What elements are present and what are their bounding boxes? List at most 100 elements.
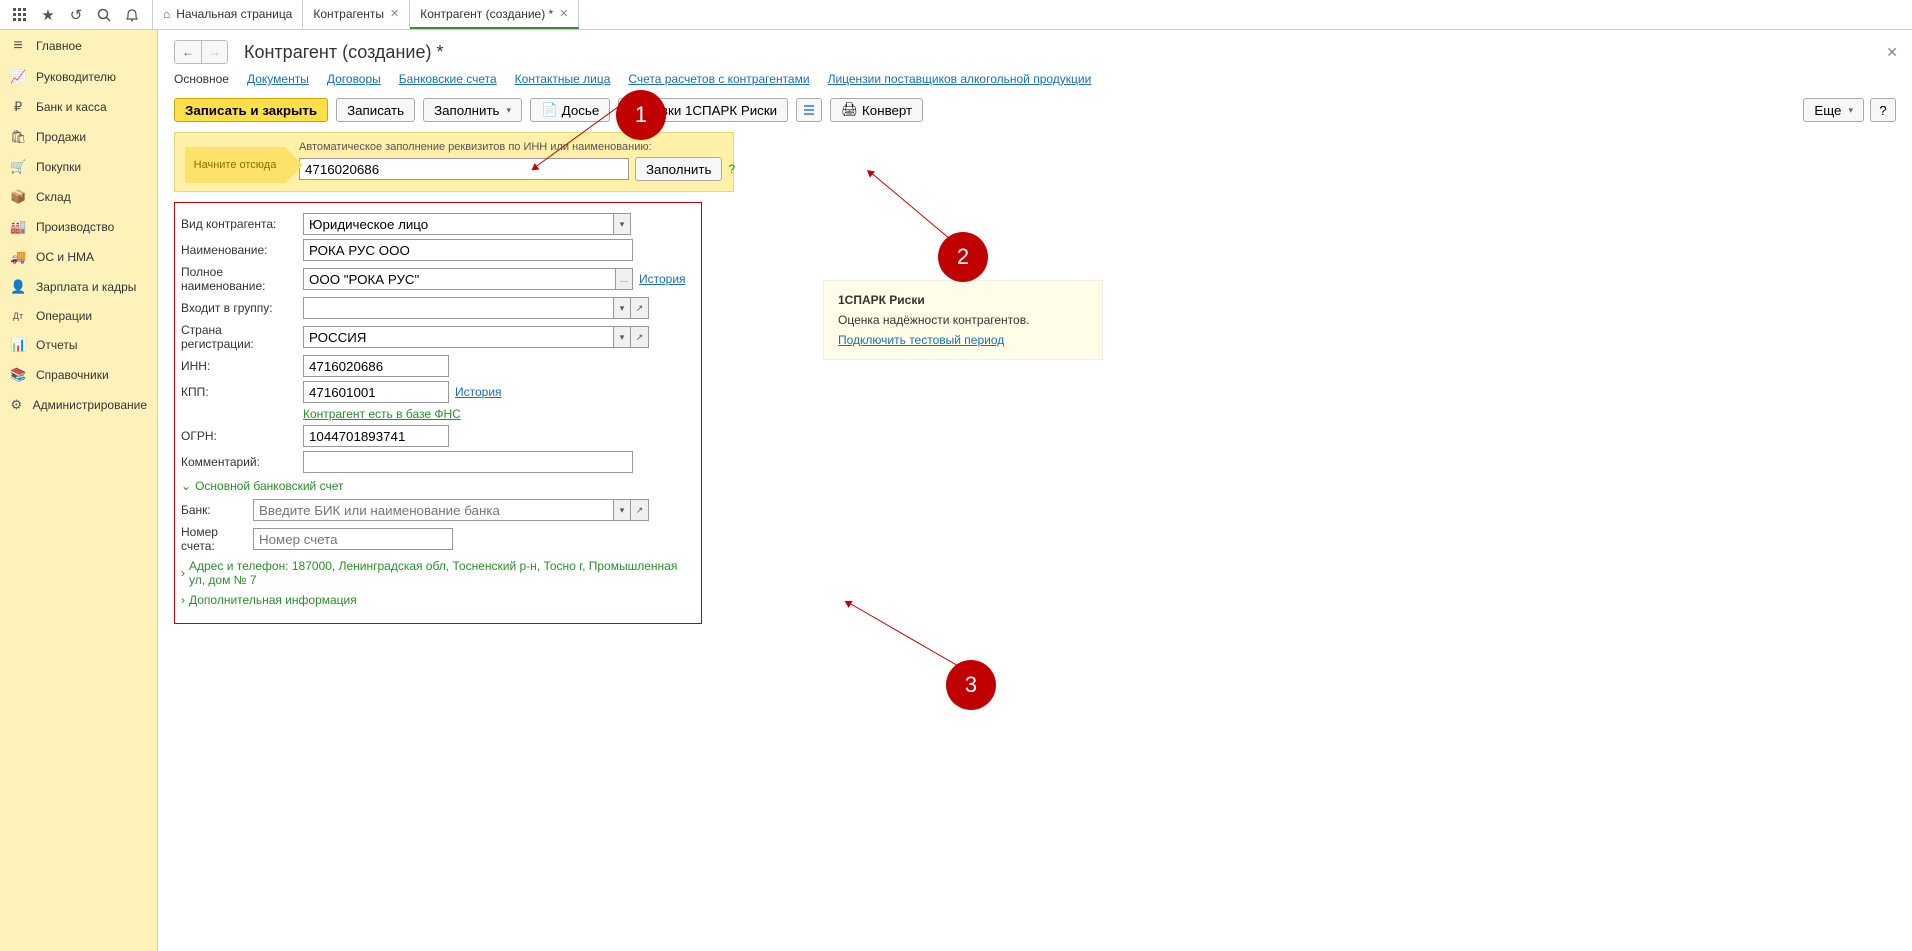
dropdown-icon[interactable]: ▾ <box>613 213 631 235</box>
sidebar-item-sales[interactable]: 🛍Продажи <box>0 122 157 152</box>
sidebar-item-operations[interactable]: ДтОперации <box>0 302 157 330</box>
subnav-contacts[interactable]: Контактные лица <box>515 72 611 86</box>
dropdown-icon[interactable]: ▾ <box>613 297 631 319</box>
annotation-3: 3 <box>946 660 996 710</box>
nav-back-button[interactable]: ← <box>175 41 201 63</box>
comment-label: Комментарий: <box>181 455 297 469</box>
tab-label: Начальная страница <box>176 7 292 21</box>
fullname-input[interactable] <box>303 268 615 290</box>
name-input[interactable] <box>303 239 633 261</box>
dossier-button[interactable]: 📄Досье <box>530 98 610 122</box>
envelope-button[interactable]: 🖨Конверт <box>830 98 923 122</box>
bank-input[interactable] <box>253 499 613 521</box>
save-close-button[interactable]: Записать и закрыть <box>174 98 328 122</box>
toolbar-icons: ★ ↺ <box>0 0 153 29</box>
tab-contractor-create[interactable]: Контрагент (создание) * ✕ <box>410 0 579 29</box>
sidebar-item-bank[interactable]: ₽Банк и касса <box>0 92 157 122</box>
sidebar-item-salary[interactable]: 👤Зарплата и кадры <box>0 272 157 302</box>
subnav-licenses[interactable]: Лицензии поставщиков алкогольной продукц… <box>828 72 1092 86</box>
sidebar-item-main[interactable]: ≡Главное <box>0 30 157 62</box>
name-label: Наименование: <box>181 243 297 257</box>
subnav-documents[interactable]: Документы <box>247 72 309 86</box>
apps-icon[interactable] <box>6 1 34 29</box>
sidebar-item-catalogs[interactable]: 📚Справочники <box>0 360 157 390</box>
country-select[interactable] <box>303 326 613 348</box>
start-fill-button[interactable]: Заполнить <box>635 157 722 181</box>
close-icon[interactable]: ✕ <box>559 7 568 20</box>
save-button[interactable]: Записать <box>336 98 415 122</box>
sidebar-item-admin[interactable]: ⚙Администрирование <box>0 390 157 420</box>
ellipsis-icon[interactable]: … <box>615 268 633 290</box>
form-area: Вид контрагента: ▾ Наименование: Полное … <box>174 202 702 624</box>
account-label: Номер счета: <box>181 525 247 553</box>
dropdown-icon[interactable]: ▾ <box>613 499 631 521</box>
report-icon: 📊 <box>10 337 26 353</box>
start-help-icon[interactable]: ? <box>728 162 735 176</box>
sidebar-label: Продажи <box>36 130 86 144</box>
dropdown-icon[interactable]: ▾ <box>613 326 631 348</box>
group-label: Входит в группу: <box>181 301 297 315</box>
sidebar-label: Покупки <box>36 160 81 174</box>
chevron-right-icon: › <box>181 566 185 580</box>
sidebar-item-purchases[interactable]: 🛒Покупки <box>0 152 157 182</box>
search-icon[interactable] <box>90 1 118 29</box>
chevron-down-icon: ⌄ <box>181 479 191 493</box>
spark-link[interactable]: Подключить тестовый период <box>838 333 1004 347</box>
box-icon: 📦 <box>10 189 26 205</box>
person-icon: 👤 <box>10 279 26 295</box>
open-icon[interactable]: ↗ <box>631 297 649 319</box>
extra-section-toggle[interactable]: › Дополнительная информация <box>181 593 695 607</box>
inn-search-input[interactable] <box>299 158 629 180</box>
sidebar-item-manager[interactable]: 📈Руководителю <box>0 62 157 92</box>
kpp-input[interactable] <box>303 381 449 403</box>
fullname-history-link[interactable]: История <box>639 272 686 286</box>
sidebar-label: Администрирование <box>33 398 147 412</box>
sidebar-item-assets[interactable]: 🚚ОС и НМА <box>0 242 157 272</box>
tabs: ⌂ Начальная страница Контрагенты ✕ Контр… <box>153 0 579 29</box>
address-section-toggle[interactable]: › Адрес и телефон: 187000, Ленинградская… <box>181 559 695 587</box>
spark-card: 1СПАРК Риски Оценка надёжности контраген… <box>823 280 1103 360</box>
history-icon[interactable]: ↺ <box>62 1 90 29</box>
factory-icon: 🏭 <box>10 219 26 235</box>
subnav-bank-accounts[interactable]: Банковские счета <box>399 72 497 86</box>
subnav-settlement-accounts[interactable]: Счета расчетов с контрагентами <box>628 72 809 86</box>
star-icon[interactable]: ★ <box>34 1 62 29</box>
kpp-history-link[interactable]: История <box>455 385 502 399</box>
ogrn-input[interactable] <box>303 425 449 447</box>
fullname-label: Полное наименование: <box>181 265 297 293</box>
top-toolbar: ★ ↺ ⌂ Начальная страница Контрагенты ✕ К… <box>0 0 1912 30</box>
command-bar: Записать и закрыть Записать Заполнить 📄Д… <box>174 98 1896 122</box>
dtk-icon: Дт <box>10 311 26 321</box>
account-input[interactable] <box>253 528 453 550</box>
home-icon: ⌂ <box>163 7 170 21</box>
close-icon[interactable]: ✕ <box>390 7 399 20</box>
inn-input[interactable] <box>303 355 449 377</box>
fns-ok-link[interactable]: Контрагент есть в базе ФНС <box>303 407 461 421</box>
close-page-icon[interactable]: ✕ <box>1886 44 1898 61</box>
tab-home[interactable]: ⌂ Начальная страница <box>153 0 303 29</box>
spark-title: 1СПАРК Риски <box>838 293 1088 307</box>
kind-select[interactable] <box>303 213 613 235</box>
sidebar-label: Отчеты <box>36 338 77 352</box>
more-button[interactable]: Еще <box>1803 98 1864 122</box>
books-icon: 📚 <box>10 367 26 383</box>
tab-contractors[interactable]: Контрагенты ✕ <box>303 0 410 29</box>
open-icon[interactable]: ↗ <box>631 326 649 348</box>
sidebar-item-production[interactable]: 🏭Производство <box>0 212 157 242</box>
subnav-contracts[interactable]: Договоры <box>327 72 381 86</box>
group-select[interactable] <box>303 297 613 319</box>
open-icon[interactable]: ↗ <box>631 499 649 521</box>
nav-forward-button[interactable]: → <box>201 41 227 63</box>
sidebar-item-warehouse[interactable]: 📦Склад <box>0 182 157 212</box>
bell-icon[interactable] <box>118 1 146 29</box>
help-button[interactable]: ? <box>1870 98 1896 122</box>
ruble-icon: ₽ <box>10 99 26 115</box>
fill-button[interactable]: Заполнить <box>423 98 522 122</box>
country-label: Страна регистрации: <box>181 323 297 351</box>
comment-input[interactable] <box>303 451 633 473</box>
sidebar-item-reports[interactable]: 📊 Отчеты <box>0 330 157 360</box>
subnav-main[interactable]: Основное <box>174 72 229 86</box>
list-button[interactable] <box>796 98 822 122</box>
bank-section-toggle[interactable]: ⌄ Основной банковский счет <box>181 479 695 493</box>
menu-icon: ≡ <box>10 37 26 55</box>
